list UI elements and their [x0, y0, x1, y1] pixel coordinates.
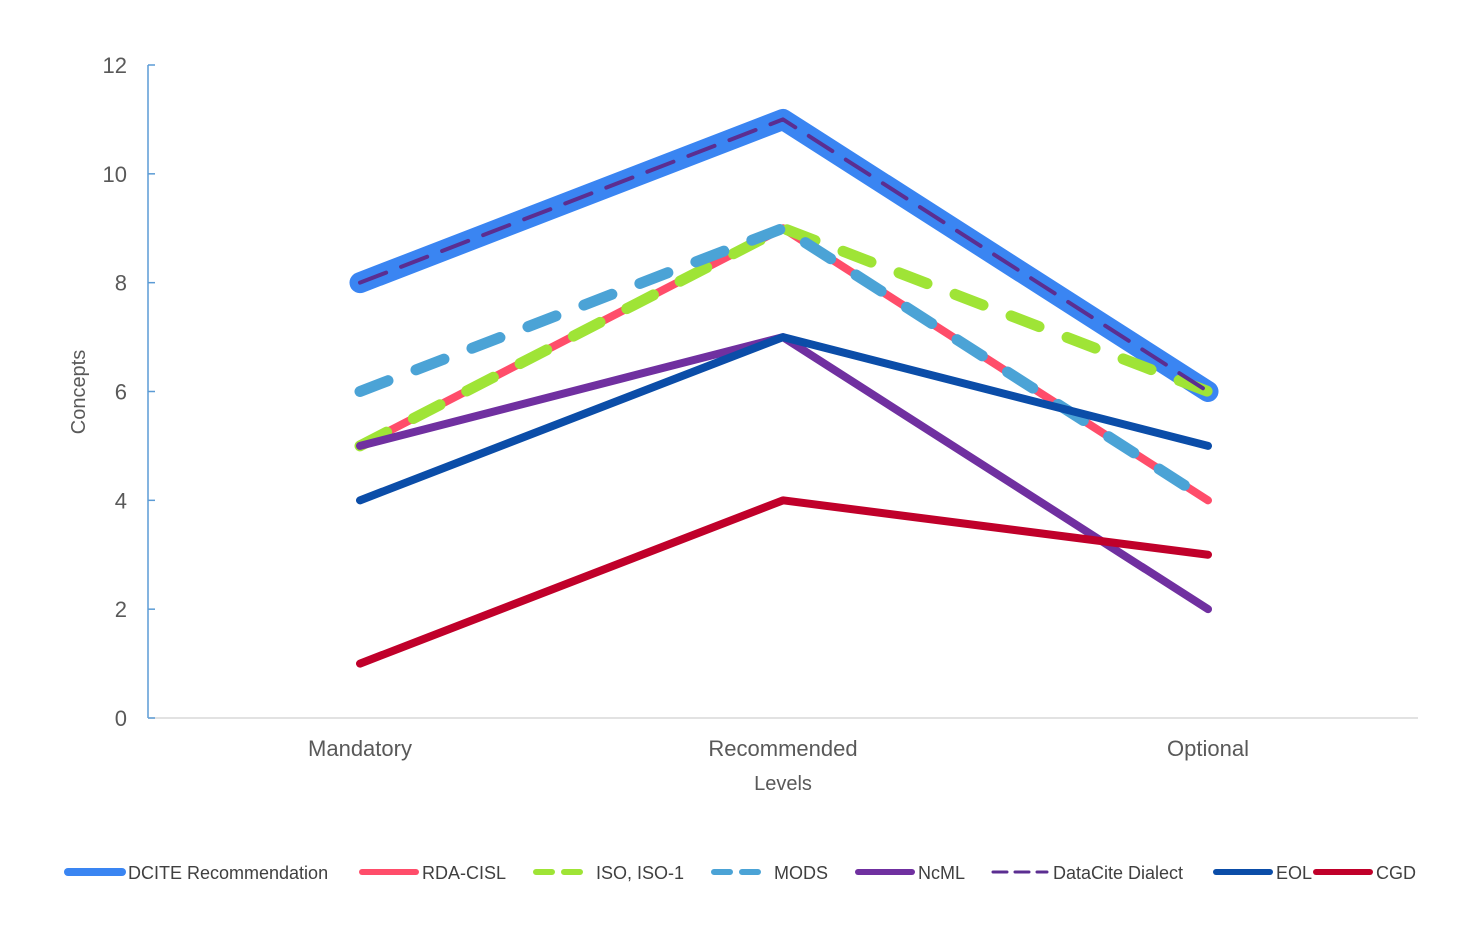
- y-axis-title: Concepts: [68, 350, 90, 435]
- y-ticks: 0 2 4 6 8 10 12: [103, 53, 155, 731]
- x-tick-label: Optional: [1167, 736, 1249, 761]
- legend-label: CGD: [1376, 863, 1416, 883]
- legend-item: CGD: [1313, 863, 1416, 883]
- legend-label: DCITE Recommendation: [128, 863, 328, 883]
- legend-item: DCITE Recommendation: [64, 863, 328, 883]
- legend-item: DataCite Dialect: [991, 863, 1183, 883]
- axes: [147, 65, 1418, 719]
- series-line: [358, 117, 1210, 394]
- x-tick-label: Recommended: [708, 736, 857, 761]
- y-tick-label: 4: [115, 488, 127, 513]
- legend-item: EOL: [1213, 863, 1312, 883]
- legend-item: NcML: [855, 863, 965, 883]
- x-axis-title: Levels: [754, 773, 812, 795]
- x-tick-label: Mandatory: [308, 736, 412, 761]
- y-tick-label: 6: [115, 380, 127, 405]
- legend-label: MODS: [774, 863, 828, 883]
- legend-label: RDA-CISL: [422, 863, 506, 883]
- y-tick-label: 2: [115, 597, 127, 622]
- y-tick-label: 12: [103, 53, 127, 78]
- legend-label: DataCite Dialect: [1053, 863, 1183, 883]
- y-tick-label: 0: [115, 706, 127, 731]
- legend-item: MODS: [711, 863, 828, 883]
- series-line: [356, 224, 1212, 505]
- y-tick-label: 8: [115, 271, 127, 296]
- series-line: [356, 496, 1212, 668]
- series-line: [356, 333, 1212, 505]
- y-tick-label: 10: [103, 162, 127, 187]
- series-layer: [349, 108, 1219, 668]
- x-ticks: Mandatory Recommended Optional: [308, 736, 1249, 761]
- legend-label: NcML: [918, 863, 965, 883]
- legend-item: RDA-CISL: [359, 863, 506, 883]
- legend-label: EOL: [1276, 863, 1312, 883]
- series-line: [349, 108, 1219, 402]
- series-line: [354, 222, 1214, 506]
- legend-label: ISO, ISO-1: [596, 863, 684, 883]
- legend: DCITE Recommendation RDA-CISL ISO, ISO-1 MO…: [64, 863, 1416, 883]
- legend-item: ISO, ISO-1: [533, 863, 684, 883]
